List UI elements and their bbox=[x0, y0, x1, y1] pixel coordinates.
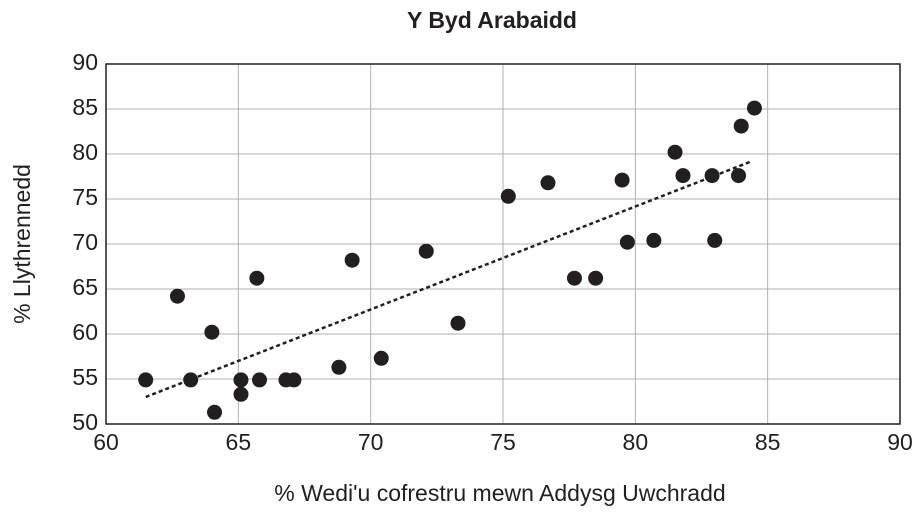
point bbox=[331, 359, 347, 375]
point bbox=[252, 372, 268, 388]
x-tick-label: 90 bbox=[887, 429, 913, 455]
point bbox=[746, 100, 762, 116]
point bbox=[566, 270, 582, 286]
point bbox=[418, 243, 434, 259]
y-tick-label: 90 bbox=[72, 49, 98, 75]
point bbox=[731, 168, 747, 184]
x-tick-label: 80 bbox=[623, 429, 649, 455]
y-axis-label: % Llythrennedd bbox=[9, 164, 35, 324]
point bbox=[450, 315, 466, 331]
point bbox=[344, 252, 360, 268]
point bbox=[667, 144, 683, 160]
point bbox=[233, 372, 249, 388]
point bbox=[286, 372, 302, 388]
point bbox=[707, 232, 723, 248]
y-tick-label: 70 bbox=[72, 229, 98, 255]
point bbox=[704, 168, 720, 184]
point bbox=[540, 175, 556, 191]
y-tick-label: 85 bbox=[72, 94, 98, 120]
point bbox=[249, 270, 265, 286]
y-tick-label: 60 bbox=[72, 319, 98, 345]
point bbox=[614, 172, 630, 188]
x-tick-label: 70 bbox=[358, 429, 384, 455]
x-tick-label: 65 bbox=[226, 429, 252, 455]
y-tick-label: 65 bbox=[72, 274, 98, 300]
x-axis-label: % Wedi'u cofrestru mewn Addysg Uwchradd bbox=[274, 480, 725, 506]
point bbox=[619, 234, 635, 250]
y-tick-label: 50 bbox=[72, 409, 98, 435]
point bbox=[646, 232, 662, 248]
trendline bbox=[145, 160, 753, 399]
point bbox=[183, 372, 199, 388]
point bbox=[675, 168, 691, 184]
y-tick-label: 55 bbox=[72, 364, 98, 390]
point bbox=[500, 188, 516, 204]
point bbox=[169, 288, 185, 304]
point bbox=[588, 270, 604, 286]
chart-title: Y Byd Arabaidd bbox=[407, 7, 577, 33]
x-tick-label: 85 bbox=[755, 429, 781, 455]
y-tick-label: 75 bbox=[72, 184, 98, 210]
point bbox=[138, 372, 154, 388]
y-tick-label: 80 bbox=[72, 139, 98, 165]
plot-frame bbox=[105, 63, 901, 425]
x-tick-label: 60 bbox=[93, 429, 119, 455]
point bbox=[207, 404, 223, 420]
point bbox=[733, 118, 749, 134]
x-tick-label: 75 bbox=[490, 429, 516, 455]
point bbox=[204, 324, 220, 340]
point bbox=[233, 386, 249, 402]
point bbox=[373, 350, 389, 366]
